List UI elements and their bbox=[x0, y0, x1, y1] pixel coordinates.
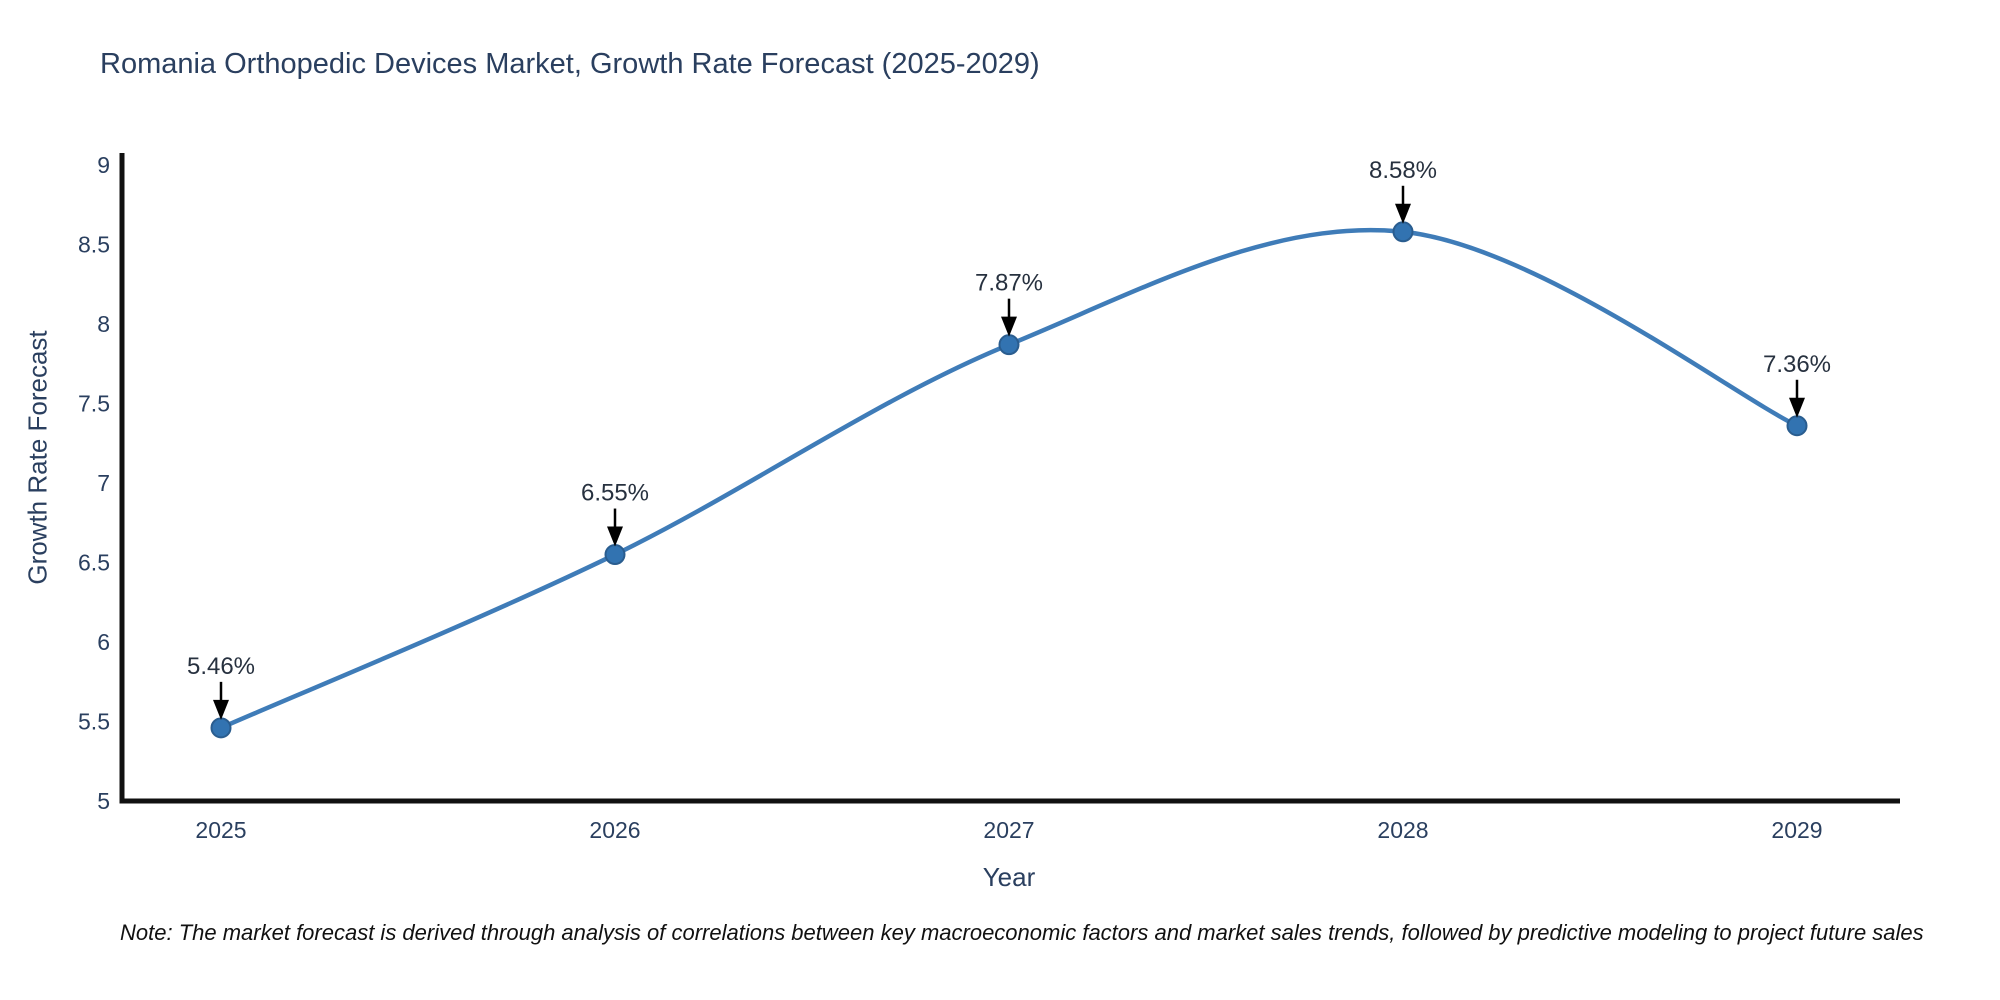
footnote: Note: The market forecast is derived thr… bbox=[120, 920, 1924, 945]
annotation-arrowhead bbox=[1789, 397, 1805, 418]
point-label: 8.58% bbox=[1369, 157, 1437, 184]
y-tick-label: 6.5 bbox=[78, 550, 110, 576]
point-label: 5.46% bbox=[187, 653, 255, 680]
x-tick-label: 2026 bbox=[589, 817, 640, 843]
data-point-marker bbox=[998, 334, 1020, 356]
point-label: 7.87% bbox=[975, 270, 1043, 297]
data-point-marker bbox=[1786, 415, 1808, 437]
x-tick-label: 2029 bbox=[1771, 817, 1822, 843]
y-tick-label: 9 bbox=[97, 152, 110, 178]
y-tick-label: 7.5 bbox=[78, 391, 110, 417]
y-tick-label: 6 bbox=[97, 629, 110, 655]
annotation-arrowhead bbox=[1001, 316, 1017, 337]
point-label: 7.36% bbox=[1763, 351, 1831, 378]
x-axis-title: Year bbox=[982, 862, 1036, 892]
x-tick-label: 2028 bbox=[1377, 817, 1428, 843]
annotation-arrowhead bbox=[607, 526, 623, 547]
x-tick-label: 2027 bbox=[983, 817, 1034, 843]
y-tick-label: 5.5 bbox=[78, 709, 110, 735]
annotation-arrowhead bbox=[213, 699, 229, 720]
point-label: 6.55% bbox=[581, 480, 649, 507]
y-tick-label: 5 bbox=[97, 788, 110, 814]
data-point-marker bbox=[1392, 221, 1414, 243]
y-tick-label: 7 bbox=[97, 470, 110, 496]
y-tick-label: 8.5 bbox=[78, 232, 110, 258]
annotation-arrowhead bbox=[1395, 203, 1411, 224]
data-point-marker bbox=[210, 717, 232, 739]
x-tick-label: 2025 bbox=[195, 817, 246, 843]
chart-title: Romania Orthopedic Devices Market, Growt… bbox=[100, 48, 1040, 80]
y-tick-label: 8 bbox=[97, 311, 110, 337]
data-point-marker bbox=[604, 544, 626, 566]
